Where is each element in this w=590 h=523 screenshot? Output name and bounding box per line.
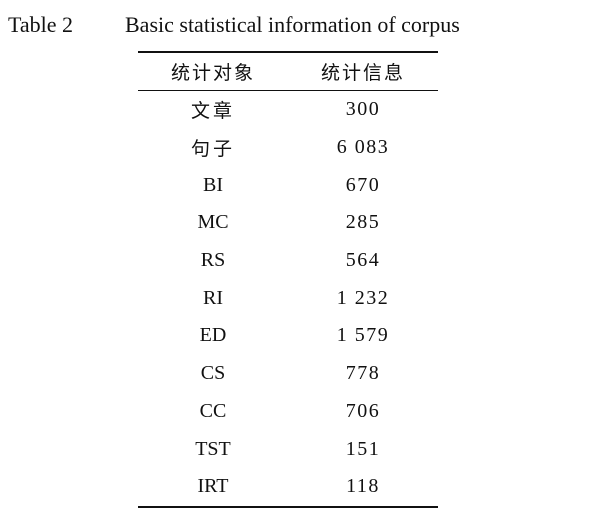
- cell-stat-value: 118: [346, 475, 380, 498]
- table-row: 句子 6 083: [138, 129, 438, 167]
- table-row: ED 1 579: [138, 317, 438, 355]
- table-row: RS 564: [138, 242, 438, 280]
- table-title: Basic statistical information of corpus: [125, 12, 460, 37]
- table-row: CC 706: [138, 393, 438, 431]
- table-row: IRT 118: [138, 468, 438, 507]
- cell-stat-value: 285: [345, 211, 381, 234]
- cell-stat-object: BI: [203, 173, 223, 196]
- cell-stat-value: 1 579: [336, 324, 390, 347]
- cell-stat-object: 文章: [190, 100, 235, 123]
- table-row: RI 1 232: [138, 279, 438, 317]
- statistics-table-container: 统计对象 统计信息 文章 300 句子 6 083 BI 670 MC 285 RS 564 RI 1…: [138, 51, 438, 508]
- table-row: BI 670: [138, 166, 438, 204]
- cell-stat-value: 564: [345, 249, 381, 272]
- cell-stat-object: CC: [199, 399, 227, 422]
- cell-stat-object: ED: [199, 324, 227, 347]
- cell-stat-value: 670: [345, 173, 381, 196]
- cell-stat-value: 300: [345, 98, 381, 121]
- table-row: 文章 300: [138, 91, 438, 129]
- cell-stat-value: 778: [345, 362, 381, 385]
- header-stat-info: 统计信息: [320, 62, 405, 84]
- header-stat-object: 统计对象: [170, 62, 255, 84]
- cell-stat-object: CS: [200, 362, 226, 385]
- table-row: MC 285: [138, 204, 438, 242]
- table-header-row: 统计对象 统计信息: [138, 52, 438, 91]
- cell-stat-value: 151: [345, 437, 381, 460]
- cell-stat-object: IRT: [197, 475, 229, 498]
- statistics-table: 统计对象 统计信息 文章 300 句子 6 083 BI 670 MC 285 RS 564 RI 1…: [138, 51, 438, 508]
- cell-stat-value: 706: [345, 399, 381, 422]
- cell-stat-value: 1 232: [336, 286, 390, 309]
- table-row: CS 778: [138, 355, 438, 393]
- table-number: Table 2: [8, 12, 74, 37]
- cell-stat-object: MC: [197, 211, 229, 234]
- cell-stat-value: 6 083: [336, 136, 390, 159]
- table-body: 文章 300 句子 6 083 BI 670 MC 285 RS 564 RI 1 232 ED 1 57…: [138, 91, 438, 507]
- cell-stat-object: 句子: [190, 138, 235, 161]
- cell-stat-object: RS: [200, 249, 226, 272]
- table-caption: Table 2 Basic statistical information of…: [0, 8, 590, 42]
- table-row: TST 151: [138, 430, 438, 468]
- cell-stat-object: TST: [195, 437, 231, 460]
- cell-stat-object: RI: [203, 286, 223, 309]
